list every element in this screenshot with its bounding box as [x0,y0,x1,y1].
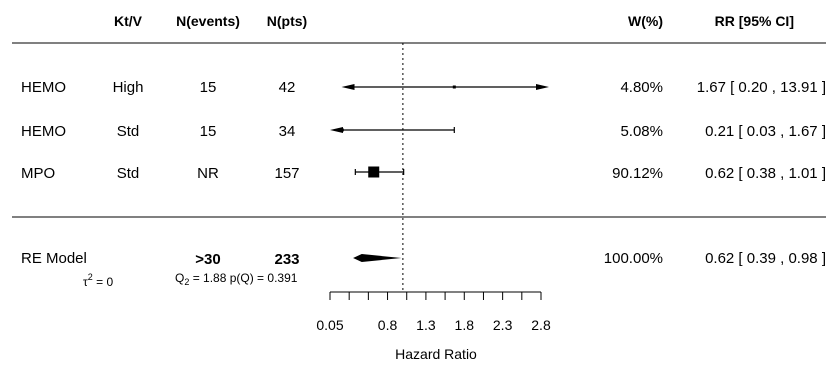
row-events: 15 [200,123,217,140]
row-ktv: Std [117,165,140,182]
summary-label: RE Model [21,250,87,267]
x-tick-label: 2.3 [493,317,513,333]
q-value: = 1.88 p(Q) = 0.391 [189,271,297,285]
row-weight: 5.08% [620,123,663,140]
row-ktv: High [113,79,144,96]
tau-squared: τ2 = 0 [83,272,113,289]
row-weight: 4.80% [620,79,663,96]
x-tick-label: 2.8 [531,317,551,333]
plot-marks [330,43,549,292]
header-ktv: Kt/V [114,13,143,29]
tau-symbol: τ [83,275,88,289]
x-tick-label: 1.3 [416,317,436,333]
row-pts: 157 [274,165,299,182]
row-pts: 34 [279,123,296,140]
tau-value: = 0 [93,275,114,289]
point-estimate [368,166,380,178]
study-row: MPO Std NR 157 90.12% 0.62 [ 0.38 , 1.01… [21,165,826,182]
point-estimate [340,128,344,132]
tau-sup: 2 [88,272,93,282]
summary-row: RE Model >30 233 100.00% 0.62 [ 0.39 , 0… [21,250,826,289]
header-weight: W(%) [628,13,663,29]
row-events: 15 [200,79,217,96]
study-row: HEMO High 15 42 4.80% 1.67 [ 0.20 , 13.9… [21,79,826,96]
x-tick-label: 0.8 [378,317,398,333]
header-pts: N(pts) [267,13,307,29]
x-tick-label: 1.8 [455,317,475,333]
header-events: N(events) [176,13,240,29]
row-study: HEMO [21,79,66,96]
q-sub: 2 [184,277,189,287]
row-ci-text: 0.62 [ 0.38 , 1.01 ] [705,165,826,182]
summary-pts: 233 [274,251,299,268]
q-symbol: Q [175,271,184,285]
row-ci-text: 0.21 [ 0.03 , 1.67 ] [705,123,826,140]
row-ktv: Std [117,123,140,140]
row-ci-text: 1.67 [ 0.20 , 13.91 ] [697,79,826,96]
row-events: NR [197,165,219,182]
summary-events: >30 [195,251,220,268]
ci-arrow-right [536,84,549,90]
x-tick-label: 0.05 [316,317,343,333]
row-study: HEMO [21,123,66,140]
ci-arrow-left [330,127,343,133]
x-axis-title: Hazard Ratio [395,346,477,362]
row-pts: 42 [279,79,296,96]
summary-diamond [353,254,402,262]
study-row: HEMO Std 15 34 5.08% 0.21 [ 0.03 , 1.67 … [21,123,826,140]
summary-ci-text: 0.62 [ 0.39 , 0.98 ] [705,250,826,267]
row-study: MPO [21,165,55,182]
x-axis: Hazard Ratio 0.05 0.8 1.3 1.8 2.3 2.8 [316,291,551,362]
study-rows: HEMO High 15 42 4.80% 1.67 [ 0.20 , 13.9… [21,79,826,182]
summary-weight: 100.00% [604,250,663,267]
point-estimate [452,85,456,89]
ci-arrow-left [341,84,355,90]
row-weight: 90.12% [612,165,663,182]
heterogeneity-q: Q2 = 1.88 p(Q) = 0.391 [175,271,298,287]
header-estimate: RR [95% CI] [715,13,794,29]
